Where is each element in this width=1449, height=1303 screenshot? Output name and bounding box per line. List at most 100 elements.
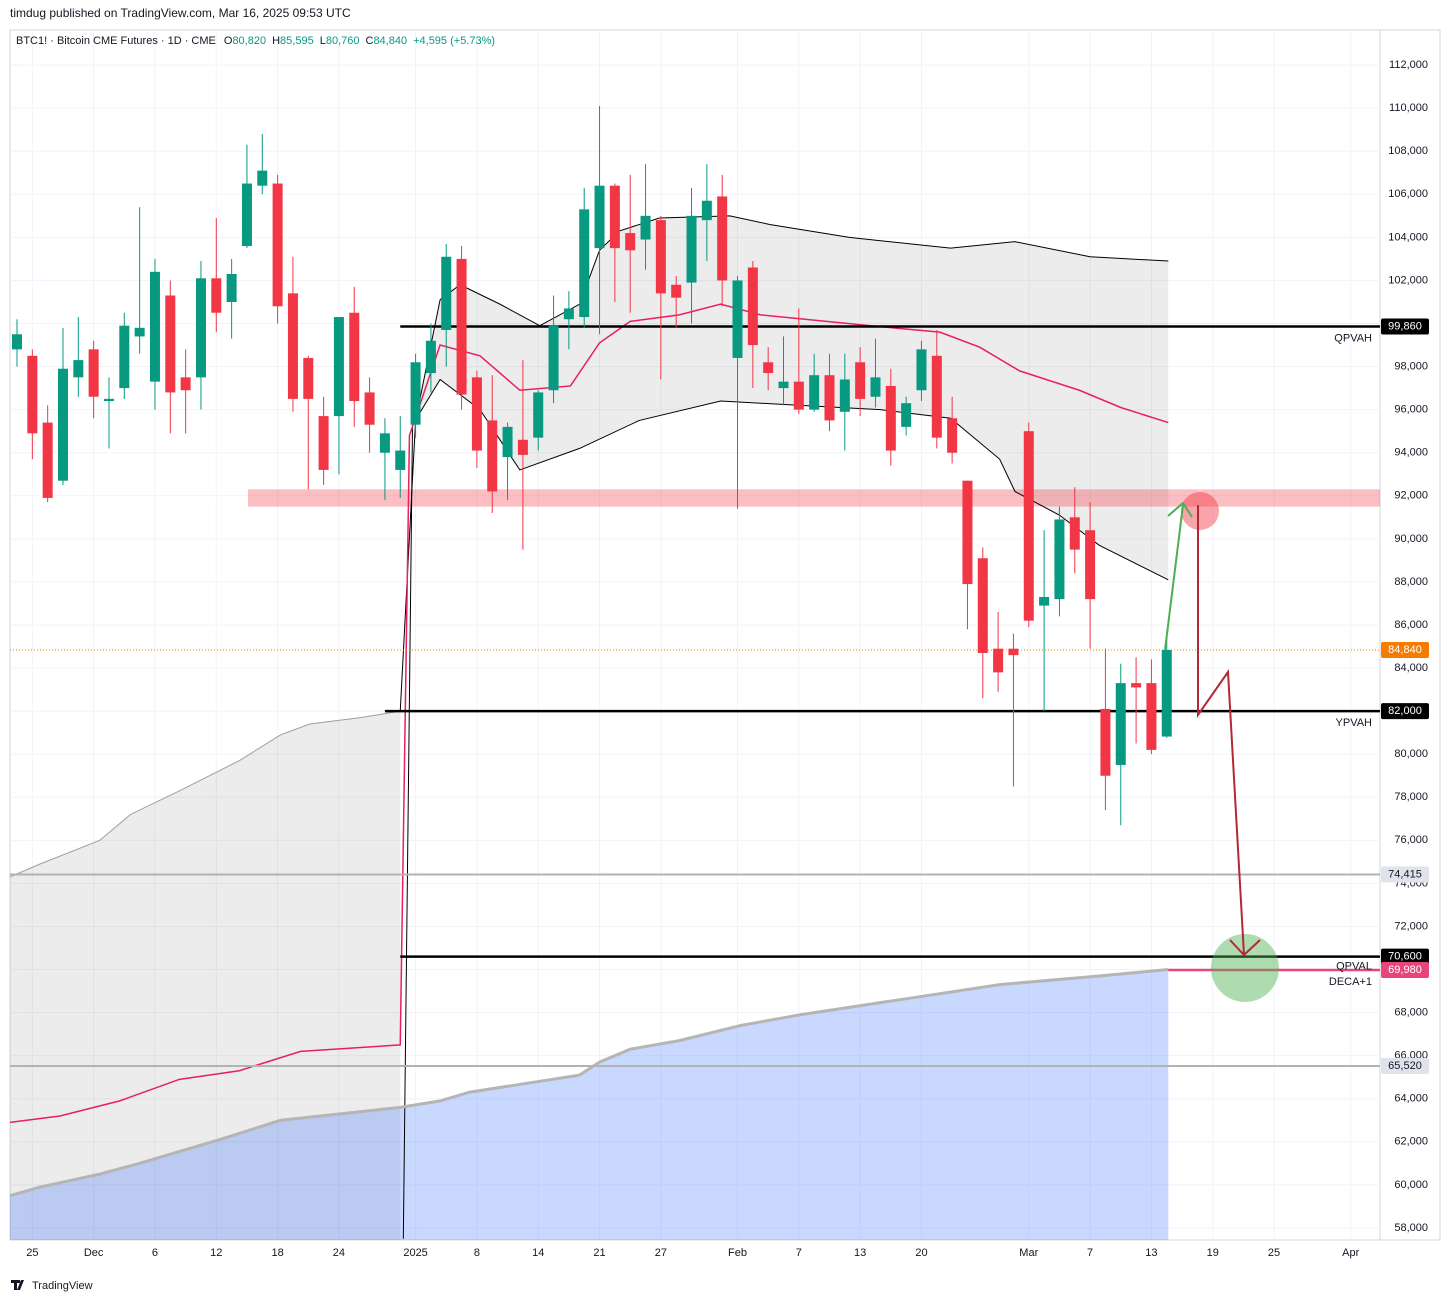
- candle-body: [502, 426, 513, 458]
- candle-body: [1115, 683, 1126, 765]
- y-tick-label: 80,000: [1394, 748, 1428, 760]
- y-tick-label: 88,000: [1394, 576, 1428, 588]
- candle-body: [885, 385, 896, 451]
- y-tick-label: 96,000: [1394, 404, 1428, 416]
- candle-body: [778, 381, 789, 389]
- candle-body: [701, 200, 712, 221]
- x-tick-label: 20: [915, 1247, 927, 1259]
- candle-body: [870, 377, 881, 397]
- x-tick-label: 19: [1207, 1247, 1219, 1259]
- candle-body: [27, 355, 38, 434]
- x-tick-label: Dec: [84, 1247, 104, 1259]
- candle-body: [379, 433, 390, 453]
- x-tick-label: 7: [1087, 1247, 1093, 1259]
- candle-body: [763, 362, 774, 374]
- candle-body: [425, 340, 436, 374]
- candle-body: [901, 403, 912, 427]
- candle-body: [609, 185, 620, 249]
- x-tick-label: Apr: [1342, 1247, 1359, 1259]
- logo: [11, 1280, 24, 1290]
- candle-body: [931, 355, 942, 438]
- plot: 25 Dec 6 12 18 24 2025 8 14 21 27 Feb 7 13 20 Mar 7 13 19 2…: [10, 30, 1429, 1259]
- candle-body: [57, 368, 68, 481]
- legend: BTC1! · Bitcoin CME Futures · 1D · CME O8…: [16, 35, 495, 47]
- zone: [248, 489, 1380, 507]
- candle-body: [517, 439, 528, 455]
- price-box-label: 82,000: [1388, 705, 1422, 717]
- level-label: QPVAH: [1334, 332, 1372, 344]
- candle-body: [1085, 530, 1096, 600]
- price-box-label: 99,860: [1388, 320, 1422, 332]
- candle-body: [1069, 517, 1080, 550]
- open: 80,820: [232, 35, 266, 47]
- candle-body: [165, 295, 176, 393]
- y-tick-label: 94,000: [1394, 447, 1428, 459]
- candle-body: [211, 278, 222, 313]
- candle-body: [12, 334, 22, 350]
- candle-body: [1161, 649, 1172, 737]
- candle-body: [747, 267, 758, 346]
- candle-body: [257, 170, 268, 186]
- price-box: [1381, 641, 1429, 658]
- band-fill: [10, 969, 1169, 1240]
- indicator-line: [415, 215, 1169, 421]
- candle-body: [1054, 519, 1065, 600]
- candle-body: [241, 183, 252, 246]
- c-label: C: [365, 35, 373, 47]
- candle-body: [855, 362, 866, 399]
- price-box-label: 84,840: [1388, 644, 1422, 656]
- candle-body: [456, 258, 467, 395]
- y-tick-label: 106,000: [1388, 188, 1428, 200]
- level-label: YPVAH: [1336, 717, 1373, 729]
- candle-body: [686, 215, 697, 283]
- y-tick-label: 58,000: [1394, 1222, 1428, 1234]
- candle-body: [993, 648, 1004, 673]
- x-tick-label: 13: [854, 1247, 866, 1259]
- candle-body: [640, 215, 651, 240]
- band-fill: [412, 215, 1169, 580]
- x-tick-label: Mar: [1019, 1247, 1038, 1259]
- indicator-line: [402, 424, 414, 1239]
- y-tick-label: 84,000: [1394, 662, 1428, 674]
- candle-body: [579, 209, 590, 318]
- candle-body: [916, 349, 927, 391]
- high: 85,595: [280, 35, 314, 47]
- target-circle: [1181, 492, 1219, 530]
- price-box: [1381, 703, 1429, 720]
- candle-body: [119, 325, 130, 389]
- x-tick-label: 14: [532, 1247, 544, 1259]
- candle-body: [226, 273, 237, 302]
- candle-body: [333, 317, 344, 417]
- price-box-label: 69,980: [1388, 964, 1422, 976]
- candle-body: [625, 233, 636, 251]
- candle-body: [1131, 683, 1142, 688]
- price-box-label: 70,600: [1388, 951, 1422, 963]
- candle-body: [793, 381, 804, 410]
- x-tick-label: 24: [333, 1247, 345, 1259]
- y-tick-label: 112,000: [1389, 59, 1428, 71]
- candle-body: [42, 422, 53, 498]
- arrow: [1164, 504, 1184, 651]
- arrow-head: [1167, 501, 1193, 518]
- annotations: [1164, 492, 1279, 1002]
- price-box: [1381, 1058, 1429, 1075]
- candle-body: [655, 220, 666, 294]
- target-circle: [1211, 934, 1279, 1002]
- band-fill: [10, 711, 401, 1240]
- brand-name: TradingView: [32, 1280, 93, 1292]
- price-box-label: 65,520: [1388, 1060, 1422, 1072]
- candle-body: [1008, 648, 1019, 656]
- indicator-line: [10, 968, 1169, 1198]
- candle-body: [947, 418, 958, 453]
- symbol: BTC1! · Bitcoin CME Futures · 1D · CME: [16, 35, 216, 47]
- candle-body: [977, 558, 988, 653]
- candle-body: [548, 325, 559, 391]
- x-tick-label: 27: [655, 1247, 667, 1259]
- candle-body: [732, 280, 743, 358]
- x-tick-label: 21: [593, 1247, 605, 1259]
- x-tick-label: 7: [796, 1247, 802, 1259]
- candle-body: [410, 362, 421, 425]
- price-box: [1381, 866, 1429, 883]
- candle-body: [1146, 683, 1157, 750]
